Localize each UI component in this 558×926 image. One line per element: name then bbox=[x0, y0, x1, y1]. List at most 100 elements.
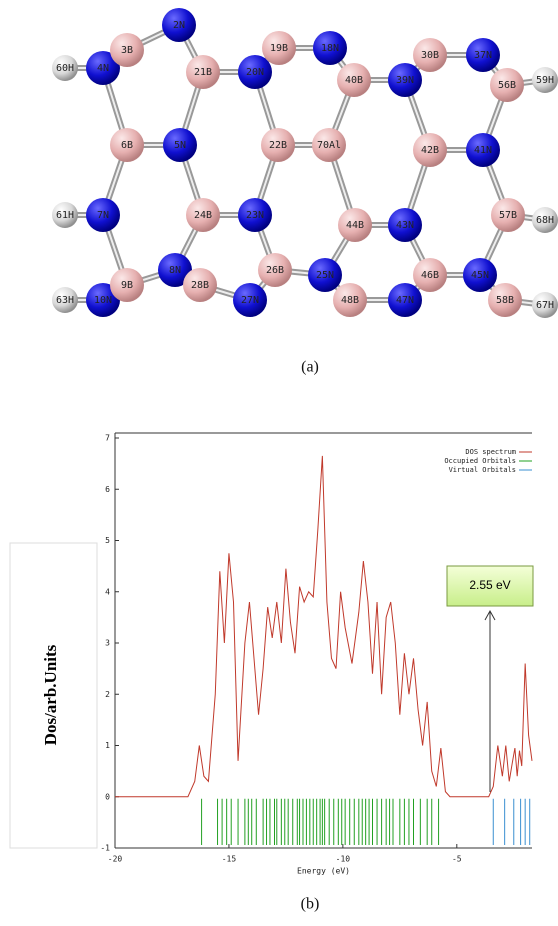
atom-label: 42B bbox=[421, 145, 439, 156]
atom-label: 43N bbox=[396, 220, 414, 231]
annotation-text: 2.55 eV bbox=[469, 578, 510, 592]
atom bbox=[238, 198, 272, 232]
atom-label: 25N bbox=[316, 270, 334, 281]
atom-label: 60H bbox=[56, 63, 74, 74]
atom-label: 10N bbox=[94, 295, 112, 306]
atom-label: 37N bbox=[474, 50, 492, 61]
x-tick-label: -10 bbox=[336, 855, 351, 864]
atom-label: 39N bbox=[396, 75, 414, 86]
atom-label: 40B bbox=[345, 75, 363, 86]
y-tick-label: 3 bbox=[105, 639, 110, 648]
atom bbox=[233, 283, 267, 317]
annotation-arrowhead bbox=[484, 609, 496, 621]
x-tick-label: -5 bbox=[452, 855, 462, 864]
y-tick-label: 5 bbox=[105, 536, 110, 545]
atom-label: 41N bbox=[474, 145, 492, 156]
atom bbox=[532, 292, 558, 318]
atom-label: 46B bbox=[421, 270, 439, 281]
atom-label: 3B bbox=[121, 45, 133, 56]
atom bbox=[466, 133, 500, 167]
atom bbox=[466, 38, 500, 72]
atom-label: 57B bbox=[499, 210, 517, 221]
dos-line bbox=[115, 455, 533, 798]
atom-label: 56B bbox=[498, 80, 516, 91]
atom-label: 45N bbox=[471, 270, 489, 281]
atom bbox=[110, 268, 144, 302]
atom bbox=[261, 128, 295, 162]
atom bbox=[491, 198, 525, 232]
atom bbox=[388, 63, 422, 97]
atom-label: 27N bbox=[241, 295, 259, 306]
legend-label: Virtual Orbitals bbox=[449, 466, 516, 474]
atom bbox=[413, 258, 447, 292]
atom-label: 22B bbox=[269, 140, 287, 151]
caption-b: (b) bbox=[301, 896, 320, 913]
x-axis-label: Energy (eV) bbox=[297, 867, 350, 876]
atom bbox=[338, 208, 372, 242]
atom-label: 48B bbox=[341, 295, 359, 306]
atom-label: 20N bbox=[246, 67, 264, 78]
atom-label: 44B bbox=[346, 220, 364, 231]
atom bbox=[413, 38, 447, 72]
atom-label: 7N bbox=[97, 210, 109, 221]
y-tick-label: 4 bbox=[105, 587, 110, 596]
atom bbox=[388, 208, 422, 242]
atom bbox=[52, 55, 78, 81]
atom bbox=[490, 68, 524, 102]
atom-label: 24B bbox=[194, 210, 212, 221]
atom bbox=[186, 198, 220, 232]
atom bbox=[262, 31, 296, 65]
molecule: 60H 4N 3B 2N 21B 20N 19B 18N 40B 39N 30B 37N 56B 59H 6… bbox=[52, 8, 558, 318]
legend-label: DOS spectrum bbox=[465, 448, 516, 456]
atom-label: 28B bbox=[191, 280, 209, 291]
atom bbox=[186, 55, 220, 89]
atom bbox=[86, 51, 120, 85]
x-tick-label: -15 bbox=[222, 855, 237, 864]
y-label-box bbox=[9, 542, 98, 849]
atom bbox=[183, 268, 217, 302]
atom-label: 23N bbox=[246, 210, 264, 221]
atom-label: 8N bbox=[169, 265, 181, 276]
atom bbox=[110, 128, 144, 162]
atom bbox=[337, 63, 371, 97]
atom-label: 47N bbox=[396, 295, 414, 306]
y-tick-label: -1 bbox=[100, 844, 110, 853]
atom bbox=[532, 207, 558, 233]
atom-label: 9B bbox=[121, 280, 133, 291]
atom-label: 19B bbox=[270, 43, 288, 54]
atom-label: 59H bbox=[536, 75, 554, 86]
atom-label: 61H bbox=[56, 210, 74, 221]
atom-label: 6B bbox=[121, 140, 133, 151]
y-tick-label: 7 bbox=[105, 434, 110, 443]
atom bbox=[238, 55, 272, 89]
atom bbox=[463, 258, 497, 292]
atom-label: 58B bbox=[496, 295, 514, 306]
caption-a: (a) bbox=[301, 359, 319, 376]
atom-label: 5N bbox=[174, 140, 186, 151]
atom bbox=[532, 67, 558, 93]
atom-label: 68H bbox=[536, 215, 554, 226]
x-tick-label: -20 bbox=[108, 855, 123, 864]
atom bbox=[158, 253, 192, 287]
atom bbox=[308, 258, 342, 292]
atom bbox=[488, 283, 522, 317]
atom bbox=[258, 253, 292, 287]
y-tick-label: 1 bbox=[105, 741, 110, 750]
atom bbox=[86, 198, 120, 232]
atom-label: 2N bbox=[173, 20, 185, 31]
atom bbox=[333, 283, 367, 317]
atom-label: 63H bbox=[56, 295, 74, 306]
atom bbox=[388, 283, 422, 317]
atom bbox=[312, 128, 346, 162]
legend-label: Occupied Orbitals bbox=[444, 457, 516, 465]
atom-label: 70Al bbox=[317, 140, 341, 151]
atom-label: 30B bbox=[421, 50, 439, 61]
atom bbox=[110, 33, 144, 67]
y-tick-label: 2 bbox=[105, 690, 110, 699]
atom-label: 4N bbox=[97, 63, 109, 74]
atom-label: 26B bbox=[266, 265, 284, 276]
atom bbox=[163, 128, 197, 162]
atom bbox=[313, 31, 347, 65]
